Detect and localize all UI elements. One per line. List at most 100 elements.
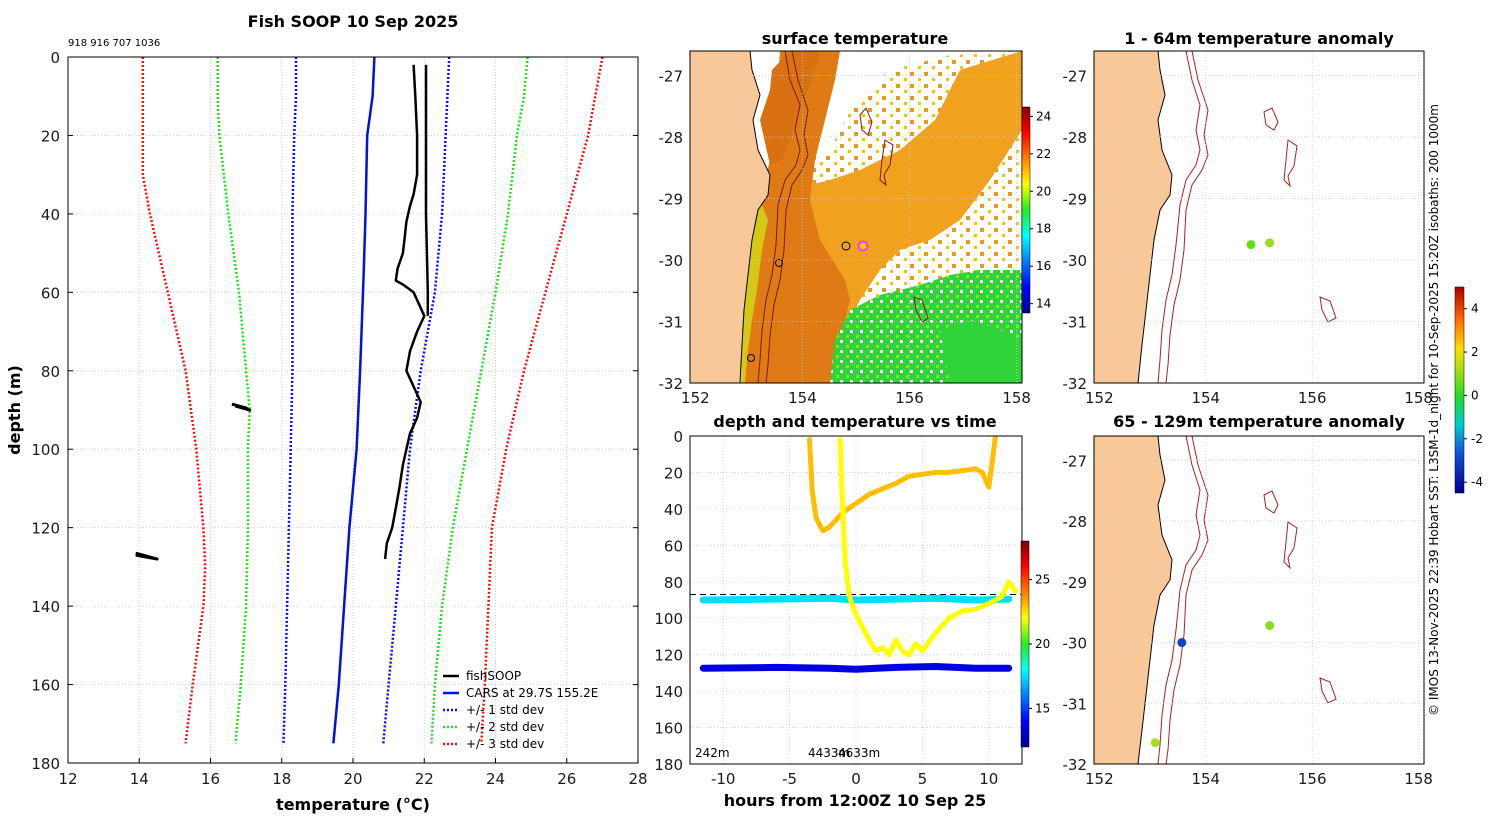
anomaly-2-title: 65 - 129m temperature anomaly [1113, 412, 1405, 431]
depth-time-ytick-label: 80 [664, 574, 683, 592]
anomaly-2-seamount-2 [1283, 521, 1298, 570]
station-marker-target [857, 240, 869, 252]
anomaly-1-ytick-label: -32 [1063, 375, 1088, 393]
anomaly-colorbar-label: 2 [1471, 345, 1479, 359]
anomaly-2-isobath-200m [1157, 436, 1201, 764]
anomaly-2-field [1094, 436, 1424, 764]
anomaly-2-points [1150, 621, 1275, 748]
profile-ytick-label: 40 [41, 206, 60, 224]
sst-colorbar-label: 16 [1036, 259, 1051, 273]
isobath-1000m [765, 51, 809, 383]
anomaly-2-seamount-3 [1319, 677, 1337, 704]
anomaly-2-axes-box [1093, 435, 1425, 765]
anomaly-1-point-1 [1246, 240, 1256, 250]
anomaly-1-isobath-1000m [1165, 51, 1209, 383]
profile-title: Fish SOOP 10 Sep 2025 [248, 12, 459, 31]
sst-colorbar-label: 14 [1036, 297, 1051, 311]
sst-inshore-warm [760, 51, 820, 165]
anomaly-colorbar-ticks: 4 2 0 -2 -4 [1464, 302, 1483, 489]
profile-ytick-label: 140 [31, 598, 60, 616]
station-marker-1 [841, 241, 851, 251]
depth-time-ytick-label: 100 [654, 610, 683, 628]
profile-xtick-label: 22 [415, 770, 434, 788]
anomaly-1-xtick-label: 152 [1085, 389, 1114, 407]
depth-time-annot-2: 4433m [808, 746, 850, 760]
anomaly-2-point-1 [1265, 621, 1275, 631]
legend-label-std3: +/- 3 std dev [466, 737, 544, 751]
profile-xtick-label: 18 [272, 770, 291, 788]
anomaly-2-xtick-label: 158 [1404, 770, 1433, 788]
profile-series-blob1 [231, 402, 252, 412]
anomaly-1-axes-box [1093, 50, 1425, 384]
surface-map-tick-labels: 152 154 156 158 -27 -28 -29 -30 -31 -32 [659, 68, 1031, 407]
sst-warm-core [742, 51, 850, 383]
surface-map-xtick-label: 154 [788, 389, 817, 407]
anomaly-1-xtick-label: 154 [1191, 389, 1220, 407]
anomaly-1-xtick-label: 156 [1298, 389, 1327, 407]
sst-colorbar [1021, 106, 1031, 314]
profile-panel: Fish SOOP 10 Sep 2025 918 916 707 1036 1… [5, 12, 648, 814]
depth-time-ytick-label: 120 [654, 647, 683, 665]
anomaly-1-seamount-1 [1263, 107, 1279, 131]
depth-time-annot-1: 242m [695, 746, 730, 760]
sst-colorbar-label: 22 [1036, 147, 1051, 161]
anomaly-1-ytick-label: -27 [1063, 68, 1088, 86]
anomaly-1-ytick-label: -31 [1063, 314, 1088, 332]
anomaly-1-ytick-label: -28 [1063, 129, 1088, 147]
profile-xtick-label: 14 [130, 770, 149, 788]
depth-time-panel: depth and temperature vs time -10 -5 0 5 100… [654, 412, 1050, 810]
anomaly-1-ytick-label: -30 [1063, 252, 1088, 270]
legend-label-cars: CARS at 29.7S 155.2E [466, 686, 598, 700]
legend-label-fishsoop: fishSOOP [466, 669, 521, 683]
anomaly-2-xtick-label: 152 [1085, 770, 1114, 788]
station-marker-2 [775, 259, 783, 267]
profile-ytick-label: 0 [50, 49, 60, 67]
anomaly-1-tick-labels: 152 154 156 158 -27 -28 -29 -30 -31 -32 [1063, 68, 1433, 407]
surface-map-panel: surface temperature 152 154 156 158 -27 -28 -2… [659, 29, 1052, 407]
station-marker-3 [747, 354, 755, 362]
anomaly-2-tick-labels: 152 154 156 158 -27 -28 -29 -30 -31 -32 [1063, 452, 1433, 788]
profile-series--1-std [282, 57, 298, 744]
anomaly-2-land [1094, 436, 1173, 764]
depth-time-ytick-label: 180 [654, 756, 683, 774]
depth-time-xtick-label: 0 [851, 770, 861, 788]
profile-tick-labels: 12 14 16 18 20 22 24 26 28 0 20 40 60 80 100 120 140 160 1… [31, 49, 647, 788]
anomaly-2-ytick-label: -32 [1063, 756, 1088, 774]
sst-coastal-yellow [741, 200, 768, 383]
anomaly-2-point-3 [1150, 738, 1160, 748]
depth-time-ytick-label: 140 [654, 683, 683, 701]
anomaly-2-panel: 65 - 129m temperature anomaly 152 154 156 1… [1063, 412, 1433, 788]
depth-time-ytick-label: 20 [664, 464, 683, 482]
depth-time-xtick-label: -10 [711, 770, 736, 788]
anomaly-1-panel: 1 - 64m temperature anomaly 152 154 156 158… [1063, 29, 1433, 407]
anomaly-2-xtick-label: 154 [1191, 770, 1220, 788]
seamount-contour-3 [913, 296, 929, 323]
profile-ytick-label: 20 [41, 127, 60, 145]
anomaly-1-isobath-200m [1157, 51, 1201, 383]
depth-time-xtick-label: 5 [918, 770, 928, 788]
profile-ytick-label: 120 [31, 520, 60, 538]
anomaly-2-seamount-1 [1263, 490, 1279, 514]
anomaly-1-seamount-3 [1319, 296, 1337, 323]
seamount-contour-1 [859, 107, 873, 136]
surface-map-ytick-label: -31 [659, 314, 684, 332]
land-mass [690, 51, 771, 383]
anomaly-2-grid [1094, 436, 1424, 765]
profile-axes-box [67, 56, 639, 764]
sst-colorbar-label: 20 [1036, 184, 1051, 198]
surface-map-xtick-label: 156 [895, 389, 924, 407]
profile-xtick-label: 20 [343, 770, 362, 788]
depth-time-ytick-label: 160 [654, 720, 683, 738]
depth-time-colorbar-ticks: 25 20 15 [1029, 573, 1050, 715]
surface-map-title: surface temperature [762, 29, 949, 48]
profile-series [135, 57, 604, 744]
depth-time-sensor-90m [699, 594, 1013, 604]
anomaly-colorbar-label: -4 [1471, 475, 1483, 489]
profile-series-blob2 [135, 551, 159, 561]
profile-id-list: 918 916 707 1036 [68, 38, 160, 49]
credit-text: © IMOS 13-Nov-2025 22:39 Hobart SST: L3S… [1427, 104, 1441, 716]
anomaly-1-xtick-label: 158 [1404, 389, 1433, 407]
profile-xtick-label: 12 [58, 770, 77, 788]
profile-series--1-std [382, 57, 451, 744]
